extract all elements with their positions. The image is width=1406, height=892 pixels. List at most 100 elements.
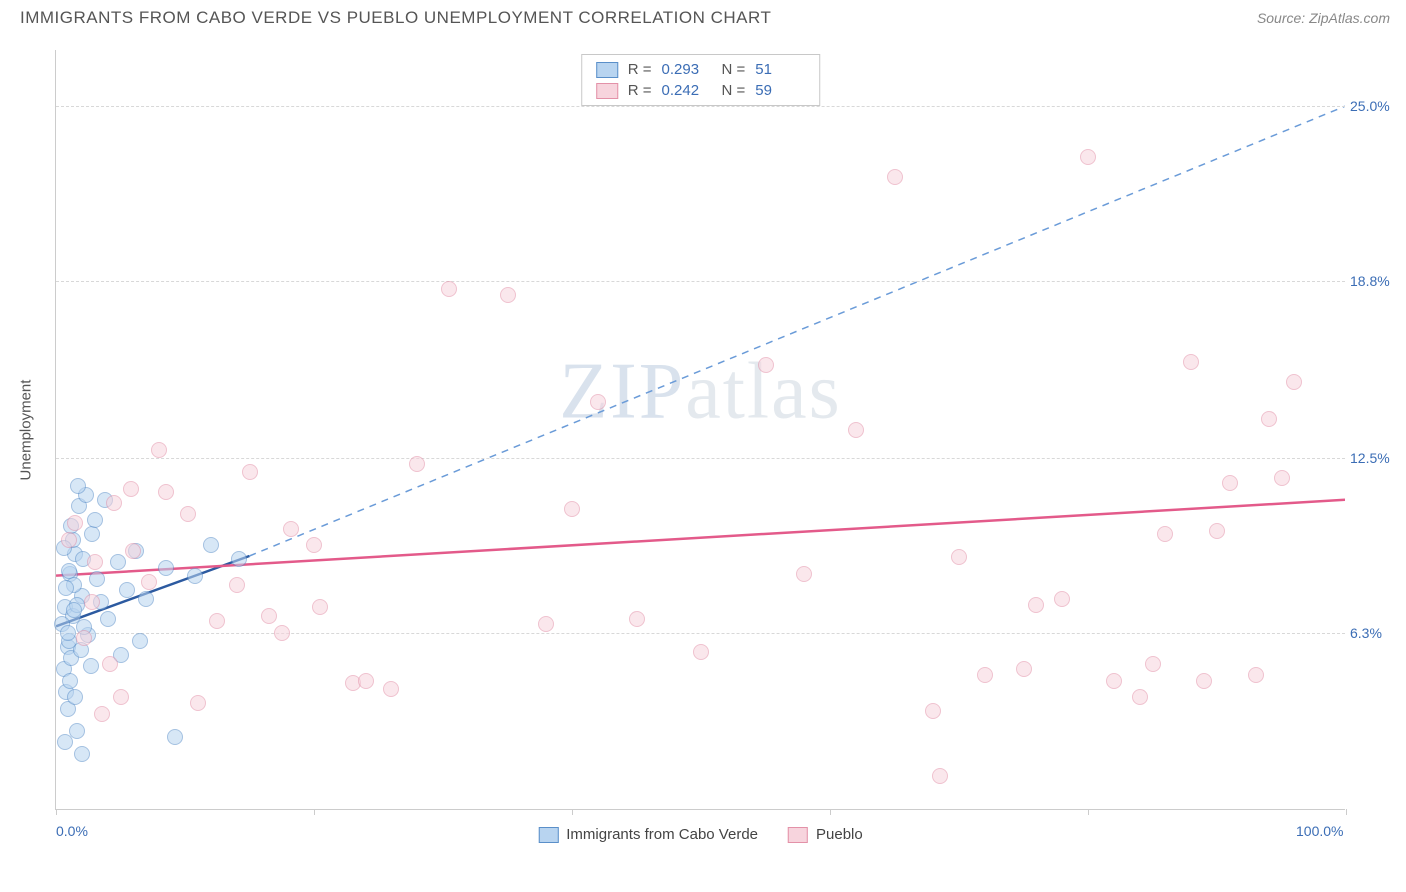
legend-swatch bbox=[596, 83, 618, 99]
data-point bbox=[274, 625, 290, 641]
data-point bbox=[564, 501, 580, 517]
data-point bbox=[62, 673, 78, 689]
y-axis-label: Unemployment bbox=[18, 379, 35, 480]
data-point bbox=[951, 549, 967, 565]
data-point bbox=[441, 281, 457, 297]
gridline bbox=[56, 106, 1345, 107]
x-tick-label: 0.0% bbox=[56, 823, 88, 839]
data-point bbox=[110, 554, 126, 570]
data-point bbox=[1222, 475, 1238, 491]
data-point bbox=[283, 521, 299, 537]
n-value: 51 bbox=[755, 61, 805, 78]
x-tick-label: 100.0% bbox=[1296, 823, 1343, 839]
data-point bbox=[1132, 689, 1148, 705]
data-point bbox=[887, 169, 903, 185]
y-tick-label: 6.3% bbox=[1350, 625, 1400, 641]
legend-row-cabo-verde: R = 0.293 N = 51 bbox=[582, 59, 820, 80]
data-point bbox=[932, 768, 948, 784]
watermark: ZIPatlas bbox=[559, 346, 842, 437]
data-point bbox=[158, 484, 174, 500]
data-point bbox=[69, 723, 85, 739]
data-point bbox=[151, 442, 167, 458]
data-point bbox=[61, 532, 77, 548]
data-point bbox=[1261, 411, 1277, 427]
legend-label: Pueblo bbox=[816, 826, 863, 843]
data-point bbox=[89, 571, 105, 587]
data-point bbox=[358, 673, 374, 689]
data-point bbox=[167, 729, 183, 745]
data-point bbox=[106, 495, 122, 511]
data-point bbox=[925, 703, 941, 719]
data-point bbox=[1157, 526, 1173, 542]
data-point bbox=[158, 560, 174, 576]
data-point bbox=[590, 394, 606, 410]
data-point bbox=[1028, 597, 1044, 613]
data-point bbox=[87, 554, 103, 570]
data-point bbox=[76, 630, 92, 646]
gridline bbox=[56, 281, 1345, 282]
data-point bbox=[1196, 673, 1212, 689]
data-point bbox=[1209, 523, 1225, 539]
data-point bbox=[693, 644, 709, 660]
legend-swatch bbox=[596, 62, 618, 78]
data-point bbox=[848, 422, 864, 438]
data-point bbox=[125, 543, 141, 559]
data-point bbox=[141, 574, 157, 590]
data-point bbox=[312, 599, 328, 615]
correlation-legend: R = 0.293 N = 51 R = 0.242 N = 59 bbox=[581, 54, 821, 106]
data-point bbox=[190, 695, 206, 711]
x-tick bbox=[572, 809, 573, 815]
gridline bbox=[56, 458, 1345, 459]
data-point bbox=[1248, 667, 1264, 683]
data-point bbox=[67, 689, 83, 705]
x-tick bbox=[56, 809, 57, 815]
x-tick bbox=[314, 809, 315, 815]
data-point bbox=[94, 706, 110, 722]
trend-lines bbox=[56, 50, 1345, 809]
series-legend: Immigrants from Cabo Verde Pueblo bbox=[538, 826, 862, 843]
source-label: Source: ZipAtlas.com bbox=[1257, 10, 1390, 26]
x-tick bbox=[1346, 809, 1347, 815]
data-point bbox=[758, 357, 774, 373]
data-point bbox=[66, 602, 82, 618]
legend-swatch bbox=[538, 827, 558, 843]
data-point bbox=[1274, 470, 1290, 486]
data-point bbox=[180, 506, 196, 522]
data-point bbox=[231, 551, 247, 567]
data-point bbox=[629, 611, 645, 627]
data-point bbox=[500, 287, 516, 303]
y-tick-label: 18.8% bbox=[1350, 273, 1400, 289]
data-point bbox=[796, 566, 812, 582]
data-point bbox=[1080, 149, 1096, 165]
data-point bbox=[83, 658, 99, 674]
data-point bbox=[102, 656, 118, 672]
data-point bbox=[306, 537, 322, 553]
legend-swatch bbox=[788, 827, 808, 843]
legend-label: Immigrants from Cabo Verde bbox=[566, 826, 758, 843]
data-point bbox=[1016, 661, 1032, 677]
data-point bbox=[60, 625, 76, 641]
legend-row-pueblo: R = 0.242 N = 59 bbox=[582, 80, 820, 101]
data-point bbox=[138, 591, 154, 607]
data-point bbox=[229, 577, 245, 593]
r-value: 0.293 bbox=[662, 61, 712, 78]
data-point bbox=[261, 608, 277, 624]
data-point bbox=[84, 526, 100, 542]
data-point bbox=[58, 580, 74, 596]
data-point bbox=[1106, 673, 1122, 689]
data-point bbox=[1145, 656, 1161, 672]
data-point bbox=[383, 681, 399, 697]
data-point bbox=[977, 667, 993, 683]
data-point bbox=[67, 515, 83, 531]
data-point bbox=[113, 689, 129, 705]
data-point bbox=[100, 611, 116, 627]
data-point bbox=[187, 568, 203, 584]
data-point bbox=[203, 537, 219, 553]
data-point bbox=[61, 563, 77, 579]
title-bar: IMMIGRANTS FROM CABO VERDE VS PUEBLO UNE… bbox=[0, 0, 1406, 32]
y-tick-label: 25.0% bbox=[1350, 98, 1400, 114]
n-value: 59 bbox=[755, 82, 805, 99]
chart-title: IMMIGRANTS FROM CABO VERDE VS PUEBLO UNE… bbox=[20, 8, 771, 28]
data-point bbox=[119, 582, 135, 598]
r-value: 0.242 bbox=[662, 82, 712, 99]
